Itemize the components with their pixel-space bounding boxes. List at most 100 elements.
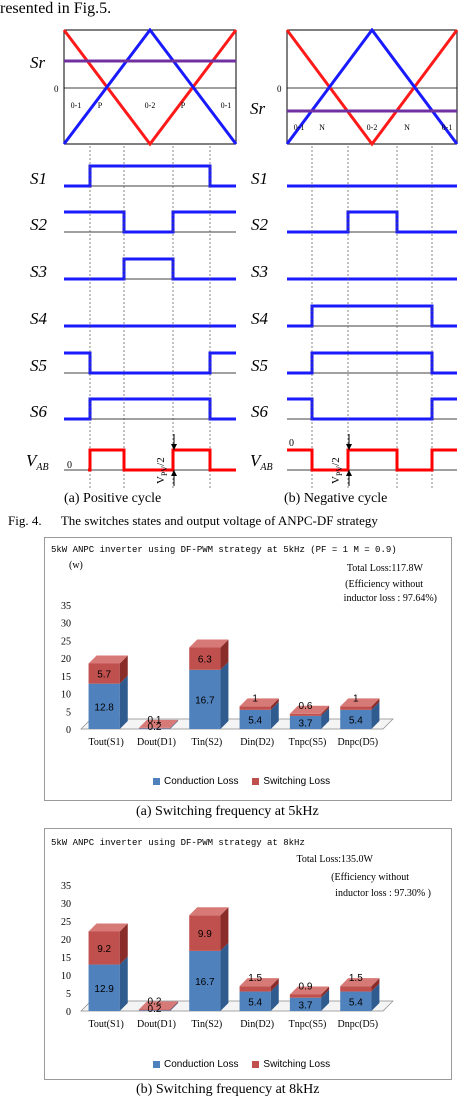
row-label-right: S4 xyxy=(251,309,269,328)
legend-conduction-label: Conduction Loss xyxy=(164,776,239,787)
bar-switching xyxy=(290,714,321,716)
carrier-red-wave xyxy=(64,30,236,144)
bar-conduction-side xyxy=(220,943,228,1011)
y-tick-label: 20 xyxy=(61,935,71,946)
bar-conduction-side xyxy=(120,676,128,729)
row-label-left: S4 xyxy=(30,309,48,328)
switch-signal xyxy=(287,353,457,373)
y-tick-label: 15 xyxy=(61,953,71,964)
y-tick-label: 25 xyxy=(61,636,71,647)
bar-conduction-value: 5.4 xyxy=(349,997,363,1008)
carrier-blue-wave xyxy=(64,30,236,144)
bar-switching-value: 0.6 xyxy=(299,701,313,712)
x-category-label: Dnpc(D5) xyxy=(338,1019,379,1030)
bar-conduction-value: 12.8 xyxy=(94,702,114,713)
x-category-label: Tnpc(S5) xyxy=(289,737,327,748)
bar-switching xyxy=(340,986,371,991)
x-category-label: Tin(S2) xyxy=(191,1019,222,1030)
region-label: 0-1 xyxy=(294,123,305,132)
region-label: N xyxy=(319,123,325,132)
bar-switching xyxy=(240,706,271,710)
bar-switching-value: 5.7 xyxy=(97,670,111,681)
bar-switching-value: 9.2 xyxy=(97,944,111,955)
y-tick-label: 20 xyxy=(61,654,71,665)
bar-conduction-side xyxy=(120,957,128,1011)
zero-label: 0 xyxy=(277,84,282,94)
bar-switching-value: 6.3 xyxy=(198,655,212,666)
chart-b-legend: Conduction Loss Switching Loss xyxy=(153,1059,330,1070)
bar-switching-value: 1.5 xyxy=(248,973,262,984)
y-tick-label: 5 xyxy=(66,707,71,718)
bar-switching xyxy=(340,706,371,710)
vab-sub: AB xyxy=(35,462,48,473)
row-label-left: S3 xyxy=(30,262,47,281)
region-label: 0-2 xyxy=(367,123,378,132)
legend-conduction-label: Conduction Loss xyxy=(164,1059,239,1070)
y-tick-label: 35 xyxy=(61,601,71,612)
switch-signal xyxy=(287,399,457,419)
x-category-label: Tout(S1) xyxy=(88,1019,123,1030)
bar-switching-value: 0.1 xyxy=(148,715,162,726)
legend-conduction-swatch xyxy=(153,778,160,785)
legend-switching-swatch xyxy=(252,778,259,785)
y-tick-label: 5 xyxy=(66,989,71,1000)
vpv-sub: PV xyxy=(160,466,169,476)
legend-switching-label: Switching Loss xyxy=(263,776,330,787)
bar-switching xyxy=(240,986,271,991)
region-label: P xyxy=(98,101,103,110)
legend-switching-label: Switching Loss xyxy=(263,1059,330,1070)
bar-switching-value: 1 xyxy=(252,693,258,704)
vpv-sub: PV xyxy=(335,466,344,476)
region-label: 0-1 xyxy=(221,101,232,110)
region-label: 0-2 xyxy=(145,101,156,110)
switch-signal xyxy=(287,306,457,326)
bar-switching-value: 0.9 xyxy=(299,981,313,992)
bar-switching-value: 1.5 xyxy=(349,973,363,984)
vab-label-left: VAB xyxy=(26,451,49,473)
bar-conduction-side xyxy=(220,662,228,729)
chart-a-box: 5kW ANPC inverter using DF-PWM strategy … xyxy=(44,537,452,801)
vpv-main: V xyxy=(330,476,342,484)
caption-positive: (a) Positive cycle xyxy=(64,491,161,506)
row-label-right: S3 xyxy=(251,262,268,281)
y-tick-label: 30 xyxy=(61,619,71,630)
chart-b-plot: 3530252015105012.99.2Tout(S1)0.20.2Dout(… xyxy=(45,829,451,1079)
y-tick-label: 0 xyxy=(66,725,71,736)
region-label: 0-1 xyxy=(442,123,453,132)
fig4-text: The switches states and output voltage o… xyxy=(61,513,378,528)
row-label-right: S5 xyxy=(251,356,268,375)
zero-label: 0 xyxy=(54,84,59,94)
bar-switching-value: 9.9 xyxy=(198,929,212,940)
bar-conduction-value: 5.4 xyxy=(248,997,262,1008)
bar-conduction-value: 3.7 xyxy=(299,1000,313,1011)
chart-b-box: 5kW ANPC inverter using DF-PWM strategy … xyxy=(44,828,452,1080)
chart-a-caption: (a) Switching frequency at 5kHz xyxy=(136,804,319,820)
x-category-label: Dnpc(D5) xyxy=(338,737,379,748)
vab-zero: 0 xyxy=(67,460,72,471)
vab-signal xyxy=(287,450,457,470)
region-label: P xyxy=(181,101,186,110)
vpv-tail: /2 xyxy=(155,457,167,466)
x-category-label: Dout(D1) xyxy=(137,737,176,748)
y-tick-label: 15 xyxy=(61,672,71,683)
row-label-right: S2 xyxy=(251,215,269,234)
x-category-label: Tin(S2) xyxy=(191,737,222,748)
chart-a-plot: 3530252015105012.85.7Tout(S1)0.20.1Dout(… xyxy=(45,538,451,800)
vab-zero: 0 xyxy=(289,438,294,449)
bar-conduction-value: 3.7 xyxy=(299,718,313,729)
vab-sub: AB xyxy=(259,462,272,473)
x-category-label: Dout(D1) xyxy=(137,1019,176,1030)
bar-switching xyxy=(290,994,321,997)
sr-label-left: Sr xyxy=(30,53,46,72)
bar-switching-value: 0.2 xyxy=(148,997,162,1008)
x-category-label: Din(D2) xyxy=(240,1019,274,1030)
bar-conduction-value: 16.7 xyxy=(195,977,215,988)
bar-conduction-value: 5.4 xyxy=(349,715,363,726)
vpv-tail: /2 xyxy=(330,457,342,466)
bar-switching-value: 1 xyxy=(353,693,359,704)
y-tick-label: 35 xyxy=(61,881,71,892)
legend-switching-swatch xyxy=(252,1061,259,1068)
bar-conduction-value: 16.7 xyxy=(195,695,215,706)
legend-conduction-swatch xyxy=(153,1061,160,1068)
